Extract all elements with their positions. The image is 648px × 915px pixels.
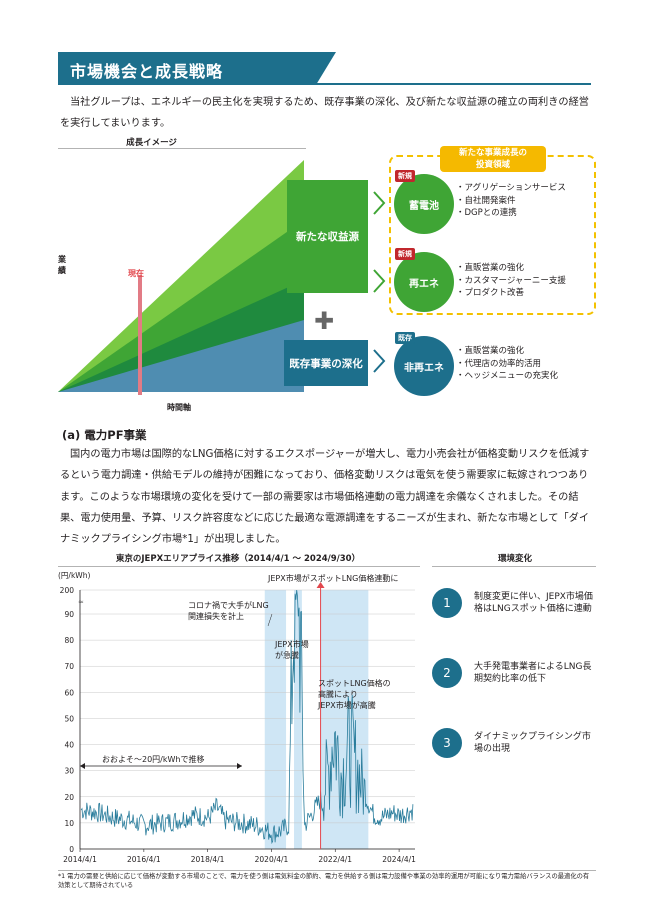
env-item-text: ダイナミックプライシング市場の出現 — [474, 731, 591, 755]
env-number-badge: 2 — [432, 658, 462, 688]
annotation-lng-surge: スポットLNG価格の高騰により JEPX市場が高騰 — [317, 678, 391, 710]
jepx-price-chart: ≈ 0 10 20 30 40 50 60 70 80 90 200 2014/4/1 2016/4/… — [58, 571, 416, 864]
x-tick-label: 2018/4/1 — [191, 855, 225, 864]
new-tag: 新規 — [395, 170, 415, 182]
new-revenue-box: 新たな収益源 — [287, 180, 368, 293]
x-tick-label: 2024/4/1 — [382, 855, 416, 864]
list-item: プロダクト改善 — [456, 287, 566, 300]
x-tick-label: 2022/4/1 — [318, 855, 352, 864]
arrow-left-icon — [80, 763, 85, 769]
growth-ylabel: 業績 — [58, 255, 66, 275]
y-tick-label: 40 — [64, 741, 74, 750]
env-item-2: 2 大手発電事業者によるLNG長期契約比率の低下 — [432, 658, 596, 688]
y-tick-label: 200 — [60, 586, 75, 595]
marker-arrow-icon — [316, 582, 325, 588]
section-title: 市場機会と成長戦略 — [70, 62, 224, 81]
env-item-3: 3 ダイナミックプライシング市場の出現 — [432, 728, 596, 758]
list-item: 直販営業の強化 — [456, 262, 566, 275]
chart-title-rule — [58, 566, 420, 567]
growth-title-rule — [58, 148, 306, 149]
highlight-band — [320, 590, 369, 849]
battery-list: アグリゲーションサービス 自社開発案件 DGPとの連携 — [456, 182, 566, 220]
list-item: アグリゲーションサービス — [456, 182, 566, 195]
highlight-band — [264, 590, 287, 849]
env-item-1: 1 制度変更に伴い、JEPX市場価格はLNGスポット価格に連動 — [432, 588, 596, 618]
y-tick-label: 60 — [64, 688, 74, 697]
y-tick-label: 10 — [64, 819, 74, 828]
list-item: 直販営業の強化 — [456, 345, 558, 358]
footnote-rule — [58, 870, 596, 871]
section-title-banner — [58, 52, 336, 84]
x-tick-label: 2020/4/1 — [255, 855, 289, 864]
battery-label: 蓄電池 — [409, 200, 439, 212]
new-tag: 新規 — [395, 248, 415, 260]
growth-image-title: 成長イメージ — [126, 138, 177, 148]
price-series-line — [80, 589, 414, 845]
y-tick-label: 0 — [69, 845, 74, 854]
chevron-right-icon — [373, 191, 386, 215]
chevron-right-icons — [373, 191, 386, 373]
axis-break-mark: ≈ — [78, 598, 84, 606]
y-tick-label: 80 — [64, 636, 74, 645]
section-a-heading: (a) 電力PF事業 — [62, 428, 147, 442]
env-title-rule — [432, 566, 596, 567]
renewable-label: 再エネ — [409, 278, 439, 290]
annotation-leader — [267, 613, 273, 627]
existing-business-area — [58, 320, 304, 392]
env-change-title: 環境変化 — [497, 554, 532, 564]
renewable-circle: 再エネ — [394, 252, 454, 312]
y-tick-label: 90 — [64, 610, 74, 619]
section-title-underline — [58, 83, 591, 85]
highlight-band — [294, 590, 302, 849]
renewable-list: 直販営業の強化 カスタマージャーニー支援 プロダクト改善 — [456, 262, 566, 300]
x-tick-label: 2016/4/1 — [127, 855, 161, 864]
list-item: DGPとの連携 — [456, 207, 566, 220]
chevron-right-icon — [373, 269, 386, 293]
section-a-body: 国内の電力市場は国際的なLNG価格に対するエクスポージャーが増大し、電力小売会社… — [60, 449, 590, 546]
annotation-spike: JEPX市場が急騰 — [274, 639, 309, 660]
plus-icon: ✚ — [314, 307, 335, 335]
y-tick-label: 30 — [64, 767, 74, 776]
list-item: ヘッジメニューの充実化 — [456, 370, 559, 383]
existing-tag: 既存 — [395, 332, 415, 344]
env-number-badge: 3 — [432, 728, 462, 758]
chart-ylabel: (円/kWh) — [58, 571, 90, 580]
now-label: 現在 — [128, 269, 144, 278]
investment-area-label: 新たな事業成長の 投資領域 — [440, 146, 546, 172]
growth-diagram — [58, 160, 304, 395]
y-tick-label: 70 — [64, 662, 74, 671]
intro-paragraph: 当社グループは、エネルギーの民主化を実現するため、既存事業の深化、及び新たな収益… — [60, 97, 589, 130]
env-item-text: 大手発電事業者によるLNG長期契約比率の低下 — [474, 661, 592, 685]
env-item-text: 制度変更に伴い、JEPX市場価格はLNGスポット価格に連動 — [474, 591, 593, 615]
non-renewable-label: 非再エネ — [404, 362, 444, 374]
list-item: 代理店の効率的活用 — [456, 358, 558, 371]
battery-circle: 蓄電池 — [394, 174, 454, 234]
chevron-right-icon — [373, 349, 386, 373]
annotation-corona: コロナ禍で大手がLNG 関連損失を計上 — [188, 600, 269, 621]
x-tick-label: 2014/4/1 — [63, 855, 97, 864]
investment-label-line1: 新たな事業成長の — [458, 148, 527, 158]
chart-title: 東京のJEPXエリアプライス推移（2014/4/1 ～ 2024/9/30） — [115, 554, 361, 564]
list-item: 自社開発案件 — [456, 195, 566, 208]
now-marker — [138, 275, 142, 395]
arrow-right-icon — [237, 763, 242, 769]
env-number-badge: 1 — [432, 588, 462, 618]
annotation-20yen: おおよそ～20円/kWhで推移 — [102, 754, 205, 764]
footnote: *1 電力の需要と供給に応じて価格が変動する市場のことで、電力を使う側は電気料金… — [58, 873, 590, 889]
investment-label-line2: 投資領域 — [475, 160, 510, 170]
growth-xlabel: 時間軸 — [167, 403, 191, 412]
non-renewable-circle: 非再エネ — [394, 336, 454, 396]
existing-business-box: 既存事業の深化 — [284, 340, 368, 386]
y-tick-label: 20 — [64, 793, 74, 802]
y-tick-label: 50 — [64, 714, 74, 723]
non-renewable-list: 直販営業の強化 代理店の効率的活用 ヘッジメニューの充実化 — [456, 345, 559, 383]
list-item: カスタマージャーニー支援 — [456, 275, 566, 288]
annotation-lng-link: JEPX市場がスポットLNG価格連動に — [267, 573, 398, 583]
